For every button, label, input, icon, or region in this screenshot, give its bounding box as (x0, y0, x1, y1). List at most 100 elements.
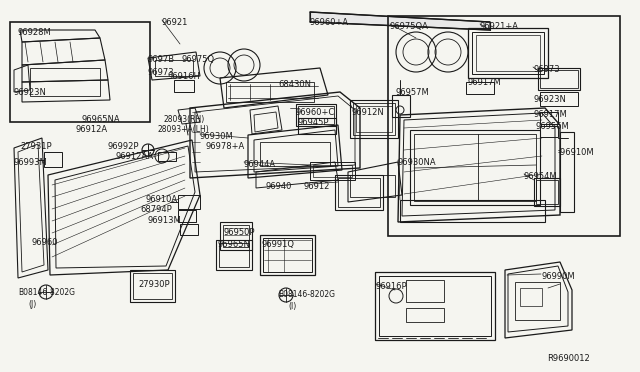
Bar (219, 243, 249, 267)
Bar (379, 276, 491, 336)
Text: 96916H: 96916H (168, 72, 201, 81)
Bar (350, 100, 398, 138)
Bar (388, 16, 620, 236)
Bar (260, 235, 315, 275)
Bar (356, 106, 392, 132)
Bar (310, 162, 355, 180)
Text: 96944A: 96944A (244, 160, 276, 169)
Text: B08146-8202G: B08146-8202G (18, 288, 75, 297)
Bar (410, 130, 540, 205)
Text: 96950P: 96950P (224, 228, 255, 237)
Text: (J): (J) (28, 300, 36, 309)
Bar (515, 282, 560, 320)
Text: 96923N: 96923N (533, 95, 566, 104)
Bar (44, 152, 62, 167)
Text: 9697B: 9697B (148, 55, 175, 64)
Bar (133, 273, 172, 299)
Bar (353, 103, 395, 135)
Text: B08146-8202G: B08146-8202G (278, 290, 335, 299)
Bar (392, 95, 410, 117)
Text: 96910A: 96910A (145, 195, 177, 204)
Text: 96945P: 96945P (298, 118, 330, 127)
Text: R9690012: R9690012 (547, 354, 589, 363)
Text: 68794P: 68794P (140, 205, 172, 214)
Text: 96965N: 96965N (218, 240, 251, 249)
Text: 96990M: 96990M (541, 272, 575, 281)
Polygon shape (310, 12, 490, 30)
Text: -96910M: -96910M (558, 148, 595, 157)
Bar (540, 112, 558, 124)
Bar (534, 178, 560, 206)
Text: 96921+A: 96921+A (480, 22, 519, 31)
Bar (466, 82, 494, 94)
Bar (468, 28, 548, 78)
Bar (350, 175, 395, 197)
Text: 96957M: 96957M (396, 88, 429, 97)
Text: 28093(RH): 28093(RH) (164, 115, 205, 124)
Bar (178, 210, 196, 222)
Bar (406, 280, 444, 302)
Text: 27930P: 27930P (138, 280, 170, 289)
Text: 68430N: 68430N (278, 80, 311, 89)
Text: 96917M: 96917M (468, 78, 502, 87)
Text: 96954M: 96954M (524, 172, 557, 181)
Text: 96913M: 96913M (148, 216, 182, 225)
Bar (540, 92, 578, 106)
Bar (180, 224, 198, 235)
Bar (174, 80, 194, 92)
Bar (178, 195, 200, 209)
Bar (560, 132, 574, 212)
Text: 96975Q: 96975Q (182, 55, 215, 64)
Text: 96917M: 96917M (533, 110, 567, 119)
Text: 28093+A(LH): 28093+A(LH) (158, 125, 210, 134)
Text: 96921: 96921 (162, 18, 188, 27)
Bar (406, 308, 444, 322)
Bar (476, 35, 540, 71)
Text: 27931P: 27931P (20, 142, 52, 151)
Bar (10, 22, 150, 122)
Bar (375, 272, 495, 340)
Bar (158, 152, 176, 161)
Text: 96912AA: 96912AA (116, 152, 154, 161)
Text: 96978+A: 96978+A (206, 142, 245, 151)
Bar (472, 32, 544, 74)
Bar (220, 222, 252, 250)
Bar (226, 82, 314, 102)
Text: 96991Q: 96991Q (262, 240, 295, 249)
Text: 96993M: 96993M (14, 158, 48, 167)
Text: 96930NA: 96930NA (398, 158, 436, 167)
Bar (263, 238, 312, 272)
Bar (216, 240, 252, 270)
Bar (540, 70, 578, 88)
Bar (313, 165, 352, 177)
Text: 96956M: 96956M (536, 122, 570, 131)
Bar (298, 106, 334, 124)
Bar (223, 225, 249, 247)
Text: 96912: 96912 (304, 182, 330, 191)
Text: 96960+C: 96960+C (296, 108, 335, 117)
Bar (335, 175, 383, 210)
Bar (130, 270, 175, 302)
Bar (260, 142, 330, 166)
Bar (400, 200, 545, 222)
Text: (I): (I) (288, 302, 296, 311)
Text: 96923N: 96923N (14, 88, 47, 97)
Bar (538, 68, 580, 90)
Text: 96930M: 96930M (200, 132, 234, 141)
Text: 96973: 96973 (148, 68, 175, 77)
Bar (298, 118, 336, 134)
Bar (296, 104, 336, 126)
Text: 96960: 96960 (32, 238, 58, 247)
Text: 96912N: 96912N (352, 108, 385, 117)
Text: 96975QA: 96975QA (390, 22, 429, 31)
Bar (536, 180, 558, 204)
Text: 96973: 96973 (533, 65, 559, 74)
Bar (540, 126, 558, 137)
Bar (30, 68, 100, 96)
Text: 96960+A: 96960+A (310, 18, 349, 27)
Text: 96916P: 96916P (376, 282, 408, 291)
Bar (338, 178, 380, 207)
Text: 96928M: 96928M (17, 28, 51, 37)
Text: 96992P: 96992P (108, 142, 140, 151)
Text: 96965NA: 96965NA (82, 115, 120, 124)
